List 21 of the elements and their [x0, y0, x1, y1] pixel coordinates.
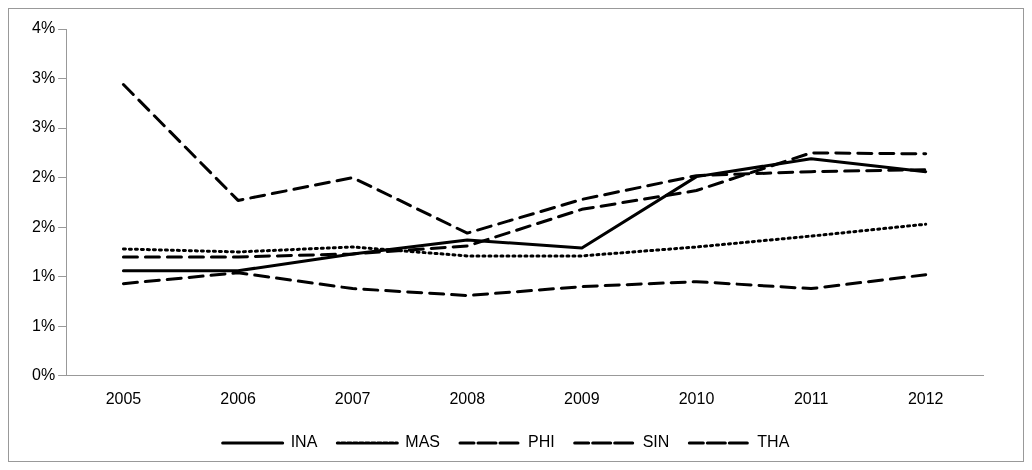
legend-label: SIN: [642, 433, 670, 451]
x-tick-label: 2005: [105, 389, 142, 407]
y-tick-label: 1%: [32, 316, 56, 334]
x-tick-label: 2006: [220, 389, 256, 407]
y-tick-label: 3%: [32, 68, 56, 86]
legend-label: INA: [290, 433, 318, 451]
legend-label: THA: [757, 433, 790, 451]
x-tick-label: 2007: [334, 389, 371, 407]
y-tick-label: 1%: [32, 267, 56, 285]
x-tick-label: 2011: [793, 389, 829, 407]
x-tick-label: 2010: [678, 389, 715, 407]
legend-label: PHI: [528, 433, 555, 451]
x-tick-label: 2008: [449, 389, 486, 407]
y-tick-label: 0%: [32, 366, 56, 384]
x-tick-label: 2012: [907, 389, 944, 407]
y-tick-label: 3%: [32, 118, 56, 136]
y-tick-label: 4%: [32, 19, 56, 37]
y-tick-label: 2%: [32, 217, 56, 235]
legend-label: MAS: [405, 433, 440, 451]
x-tick-label: 2009: [564, 389, 600, 407]
y-tick-label: 2%: [32, 168, 56, 186]
